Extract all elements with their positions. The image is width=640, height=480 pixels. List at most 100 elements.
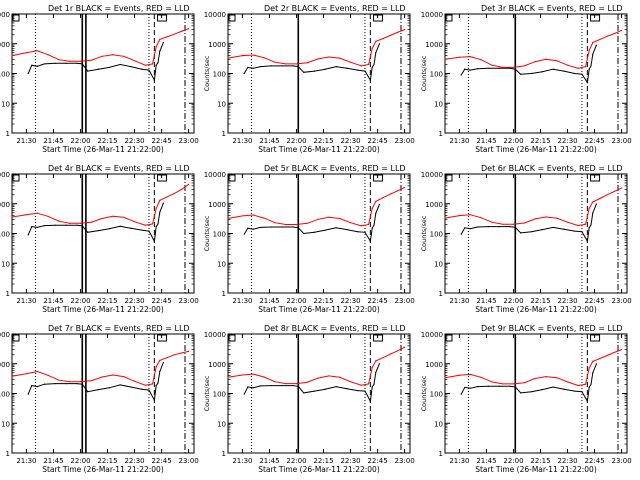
series-events-point: [498, 67, 500, 69]
series-lld-point: [502, 383, 504, 385]
series-lld-point: [166, 36, 168, 38]
x-axis-label: Start Time (26-Mar-11 21:22:00): [475, 145, 597, 154]
series-events-point: [54, 224, 56, 226]
series-events-point: [76, 62, 78, 64]
series-events-point: [130, 227, 132, 229]
series-events-point: [375, 212, 377, 214]
series-lld-point: [79, 222, 82, 224]
x-tick-label: 22:30: [340, 297, 360, 305]
series-lld-point: [523, 222, 525, 224]
series-events-point: [119, 225, 121, 227]
y-tick-label: 10000: [0, 171, 10, 179]
series-events-point: [530, 72, 533, 75]
series-lld-point: [11, 54, 13, 57]
y-axis-label: Counts/sec: [203, 55, 211, 91]
x-tick-label: 23:00: [395, 137, 415, 145]
y-tick-label: 10: [434, 260, 443, 268]
series-events-point: [476, 68, 479, 70]
x-axis-label: Start Time (26-Mar-11 21:22:00): [475, 305, 597, 314]
series-lld-point: [349, 222, 352, 224]
plot-frame: [444, 13, 628, 134]
series-lld-point: [566, 221, 569, 223]
series-events-point: [43, 63, 46, 65]
series-events-point: [27, 234, 29, 236]
series-lld-point: [112, 54, 114, 56]
corner-marker: [157, 14, 168, 22]
corner-marker: [157, 334, 168, 342]
series-events-point: [97, 230, 100, 232]
x-tick-label: 21:45: [43, 297, 63, 305]
panel-2: Det 2r BLACK = Events, RED = LLD 1 10 100 10…: [203, 4, 415, 154]
y-tick-label: 10000: [204, 11, 226, 19]
x-tick-label: 21:30: [449, 137, 469, 145]
series-events-point: [476, 226, 479, 228]
series-lld-point: [112, 374, 114, 376]
y-tick-label: 1000: [425, 201, 443, 209]
x-tick-label: 22:15: [530, 457, 550, 465]
series-lld-point: [241, 215, 244, 217]
series-events-point: [487, 67, 489, 69]
series-events-point: [541, 71, 543, 73]
x-tick-label: 21:45: [476, 137, 496, 145]
series-lld-line: [444, 29, 622, 69]
series-events-point: [157, 223, 159, 225]
series-events-point: [297, 227, 299, 229]
series-events-point: [373, 224, 375, 226]
x-tick-label: 22:15: [97, 457, 117, 465]
series-lld-point: [328, 216, 330, 218]
series-lld-point: [11, 216, 13, 218]
series-events-point: [371, 66, 373, 69]
series-events-point: [586, 81, 588, 84]
series-events-point: [469, 228, 471, 230]
y-tick-label: 10000: [0, 331, 10, 339]
y-tick-label: 10: [434, 420, 443, 428]
series-events-point: [65, 224, 67, 226]
y-tick-label: 10000: [204, 171, 226, 179]
series-lld-point: [274, 381, 276, 383]
y-tick-label: 100: [0, 231, 10, 239]
series-events-line: [27, 42, 164, 82]
series-lld-point: [584, 223, 587, 225]
y-tick-label: 1000: [0, 41, 10, 49]
series-events-point: [313, 70, 316, 72]
series-lld-point: [187, 350, 190, 353]
series-lld-point: [613, 190, 615, 193]
series-events-point: [31, 226, 33, 228]
series-lld-point: [295, 223, 298, 226]
series-lld-point: [375, 200, 377, 202]
series-lld-point: [328, 375, 330, 377]
series-lld-point: [382, 357, 384, 359]
series-lld-point: [101, 376, 103, 378]
series-lld-point: [173, 192, 175, 195]
series-events-point: [313, 390, 316, 392]
series-events-point: [81, 383, 83, 385]
series-lld-point: [599, 197, 601, 200]
series-lld-point: [90, 380, 92, 382]
series-events-point: [281, 65, 283, 67]
series-lld-point: [285, 223, 287, 226]
series-lld-point: [389, 34, 391, 37]
series-lld-point: [101, 217, 103, 220]
series-events-line: [243, 363, 380, 403]
series-lld-point: [469, 373, 471, 375]
plot-frame: [444, 173, 628, 294]
y-axis-label: Counts/sec: [420, 215, 428, 251]
series-events-point: [243, 393, 245, 395]
series-lld-point: [151, 223, 154, 225]
series-lld-point: [469, 55, 471, 58]
series-events-point: [87, 70, 89, 72]
series-events-point: [364, 231, 366, 233]
series-events-point: [552, 226, 554, 229]
x-axis-label: Start Time (26-Mar-11 21:22:00): [258, 305, 380, 314]
series-events-point: [36, 386, 38, 388]
series-lld-point: [491, 221, 493, 223]
x-axis-label: Start Time (26-Mar-11 21:22:00): [42, 305, 164, 314]
series-lld-point: [480, 217, 482, 219]
series-lld-point: [606, 354, 608, 357]
series-lld-point: [620, 29, 623, 32]
series-events-point: [460, 233, 462, 235]
series-events-point: [574, 72, 576, 75]
series-events-point: [157, 62, 159, 64]
series-lld-point: [480, 376, 482, 378]
series-events-point: [252, 387, 254, 389]
